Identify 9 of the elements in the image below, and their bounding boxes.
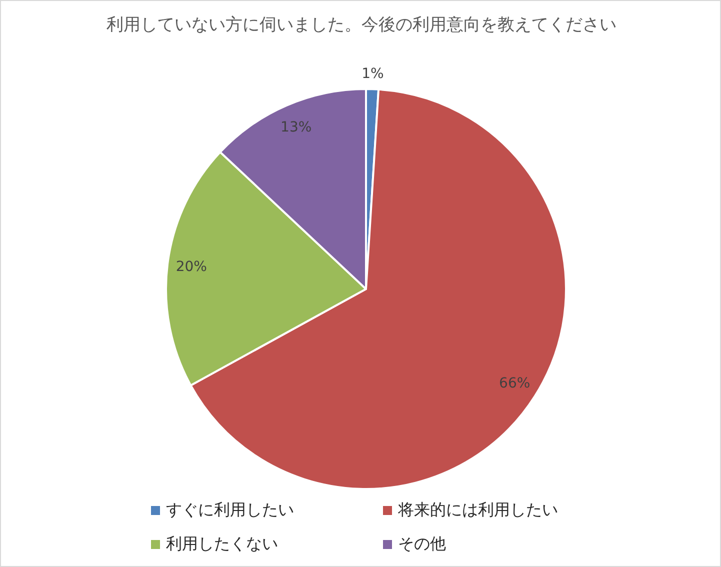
legend-label: 将来的には利用したい xyxy=(398,500,558,520)
data-label: 13% xyxy=(280,119,312,136)
legend-label: その他 xyxy=(398,534,446,554)
data-label: 20% xyxy=(176,258,207,275)
data-label: 66% xyxy=(499,375,530,392)
data-label: 1% xyxy=(362,66,384,82)
legend-label: すぐに利用したい xyxy=(166,500,294,520)
legend-label: 利用したくない xyxy=(166,534,278,554)
chart-title: 利用していない方に伺いました。今後の利用意向を教えてください xyxy=(106,14,618,36)
